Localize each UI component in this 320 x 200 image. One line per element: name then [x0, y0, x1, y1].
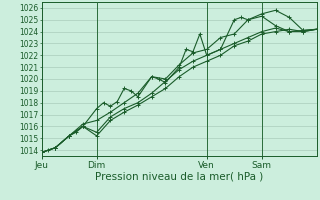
- X-axis label: Pression niveau de la mer( hPa ): Pression niveau de la mer( hPa ): [95, 171, 263, 181]
